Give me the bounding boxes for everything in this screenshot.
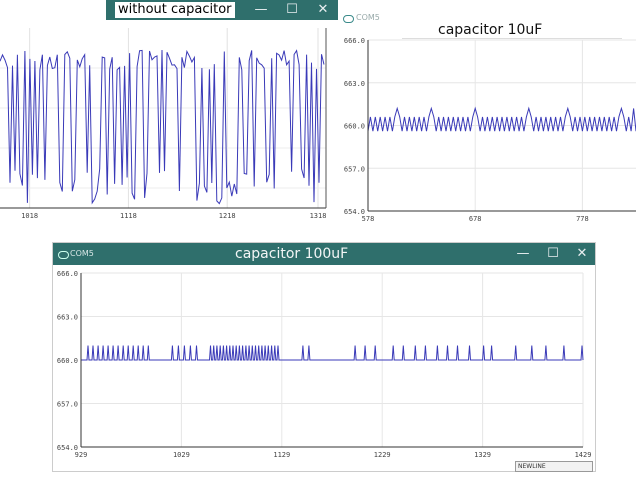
x-tick-label: 1429 <box>575 451 592 459</box>
line-ending-select[interactable]: NEWLINE <box>515 461 593 472</box>
minimize-button[interactable]: — <box>254 2 268 17</box>
y-tick-label: 654.0 <box>344 208 365 216</box>
plot-area: 1018 1118 1218 1318 <box>0 28 338 236</box>
series-line <box>367 106 636 132</box>
x-tick-label: 1118 <box>120 212 137 220</box>
y-tick-label: 654.0 <box>57 444 78 452</box>
plot-area: 666.0 663.0 660.0 657.0 654.0 578 678 778 <box>338 36 636 226</box>
y-tick-label: 666.0 <box>344 37 365 45</box>
series-line <box>81 345 584 361</box>
port-label: COM5 <box>356 13 380 22</box>
plot-area: 666.0 663.0 660.0 657.0 654.0 929 1029 1129 122… <box>53 267 595 461</box>
x-tick-label: 1029 <box>173 451 190 459</box>
x-tick-label: 1129 <box>273 451 290 459</box>
x-tick-label: 1318 <box>310 212 327 220</box>
window-capacitor-10uf: COM5 capacitor 10uF 666.0 663.0 660.0 657.0… <box>338 8 636 226</box>
x-tick-label: 1218 <box>219 212 236 220</box>
y-tick-label: 657.0 <box>344 165 365 173</box>
x-tick-label: 578 <box>362 215 375 223</box>
x-tick-label: 778 <box>576 215 589 223</box>
close-button[interactable]: ✕ <box>317 2 329 17</box>
y-tick-label: 660.0 <box>57 357 78 365</box>
maximize-button[interactable]: ☐ <box>547 246 559 261</box>
maximize-button[interactable]: ☐ <box>286 2 298 17</box>
x-tick-label: 929 <box>75 451 88 459</box>
y-tick-labels: 666.0 663.0 660.0 657.0 654.0 <box>344 37 365 216</box>
x-tick-labels: 1018 1118 1218 1318 <box>21 212 326 220</box>
window-title: without capacitor <box>115 2 235 18</box>
window-titlebar[interactable] <box>53 243 595 265</box>
minimize-button[interactable]: — <box>516 246 530 261</box>
x-tick-labels: 929 1029 1129 1229 1329 1429 <box>75 451 592 459</box>
y-tick-label: 663.0 <box>57 314 78 322</box>
y-tick-labels: 666.0 663.0 660.0 657.0 654.0 <box>57 270 78 452</box>
y-tick-label: 663.0 <box>344 80 365 88</box>
y-tick-label: 660.0 <box>344 123 365 131</box>
series-line <box>0 49 325 205</box>
port-label: COM5 <box>70 249 94 258</box>
window-title: capacitor 10uF <box>438 22 543 38</box>
x-tick-label: 678 <box>469 215 482 223</box>
x-tick-label: 1018 <box>21 212 38 220</box>
plot-svg: 666.0 663.0 660.0 657.0 654.0 929 1029 1129 122… <box>57 270 592 459</box>
window-title: capacitor 100uF <box>235 246 349 262</box>
title-underline <box>402 38 622 39</box>
window-titlebar[interactable] <box>338 8 636 30</box>
line-ending-value: NEWLINE <box>518 463 546 470</box>
arduino-icon <box>58 251 69 259</box>
y-tick-label: 657.0 <box>57 401 78 409</box>
window-without-capacitor: without capacitor — ☐ ✕ 1018 1118 1218 1318 <box>0 0 338 236</box>
y-tick-label: 666.0 <box>57 270 78 278</box>
x-tick-label: 1329 <box>474 451 491 459</box>
arduino-icon <box>343 15 354 23</box>
plot-svg: 666.0 663.0 660.0 657.0 654.0 578 678 778 <box>344 37 636 223</box>
close-button[interactable]: ✕ <box>576 246 588 261</box>
window-capacitor-100uf: COM5 capacitor 100uF — ☐ ✕ 666.0 663.0 660… <box>52 242 596 472</box>
x-tick-labels: 578 678 778 <box>362 215 589 223</box>
plot-svg: 1018 1118 1218 1318 <box>0 28 327 220</box>
x-tick-label: 1229 <box>374 451 391 459</box>
